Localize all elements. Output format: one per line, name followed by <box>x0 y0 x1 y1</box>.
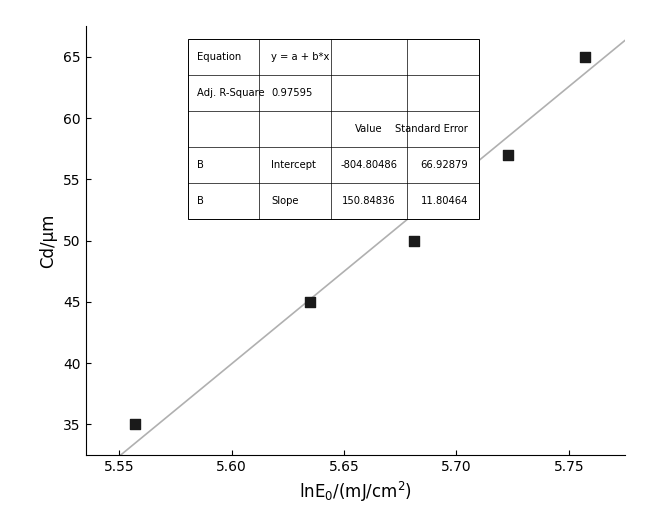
Point <box>503 151 513 159</box>
X-axis label: lnE$_0$/(mJ/cm$^2$): lnE$_0$/(mJ/cm$^2$) <box>299 480 412 504</box>
Text: 150.84836: 150.84836 <box>342 196 395 206</box>
Point <box>579 53 590 61</box>
Point <box>305 298 316 306</box>
Y-axis label: Cd/μm: Cd/μm <box>39 213 57 268</box>
Text: Adj. R-Square: Adj. R-Square <box>197 88 265 98</box>
Text: B: B <box>197 160 204 170</box>
Text: 0.97595: 0.97595 <box>271 88 313 98</box>
Text: 66.92879: 66.92879 <box>420 160 468 170</box>
Text: Standard Error: Standard Error <box>395 124 468 134</box>
Text: -804.80486: -804.80486 <box>340 160 397 170</box>
Text: B: B <box>197 196 204 206</box>
Text: Value: Value <box>355 124 382 134</box>
Point <box>409 236 419 245</box>
Text: y = a + b*x: y = a + b*x <box>271 52 330 62</box>
Text: Intercept: Intercept <box>271 160 316 170</box>
Point <box>130 420 140 428</box>
Text: Equation: Equation <box>197 52 241 62</box>
Text: Slope: Slope <box>271 196 299 206</box>
Text: 11.80464: 11.80464 <box>420 196 468 206</box>
Polygon shape <box>188 39 480 219</box>
